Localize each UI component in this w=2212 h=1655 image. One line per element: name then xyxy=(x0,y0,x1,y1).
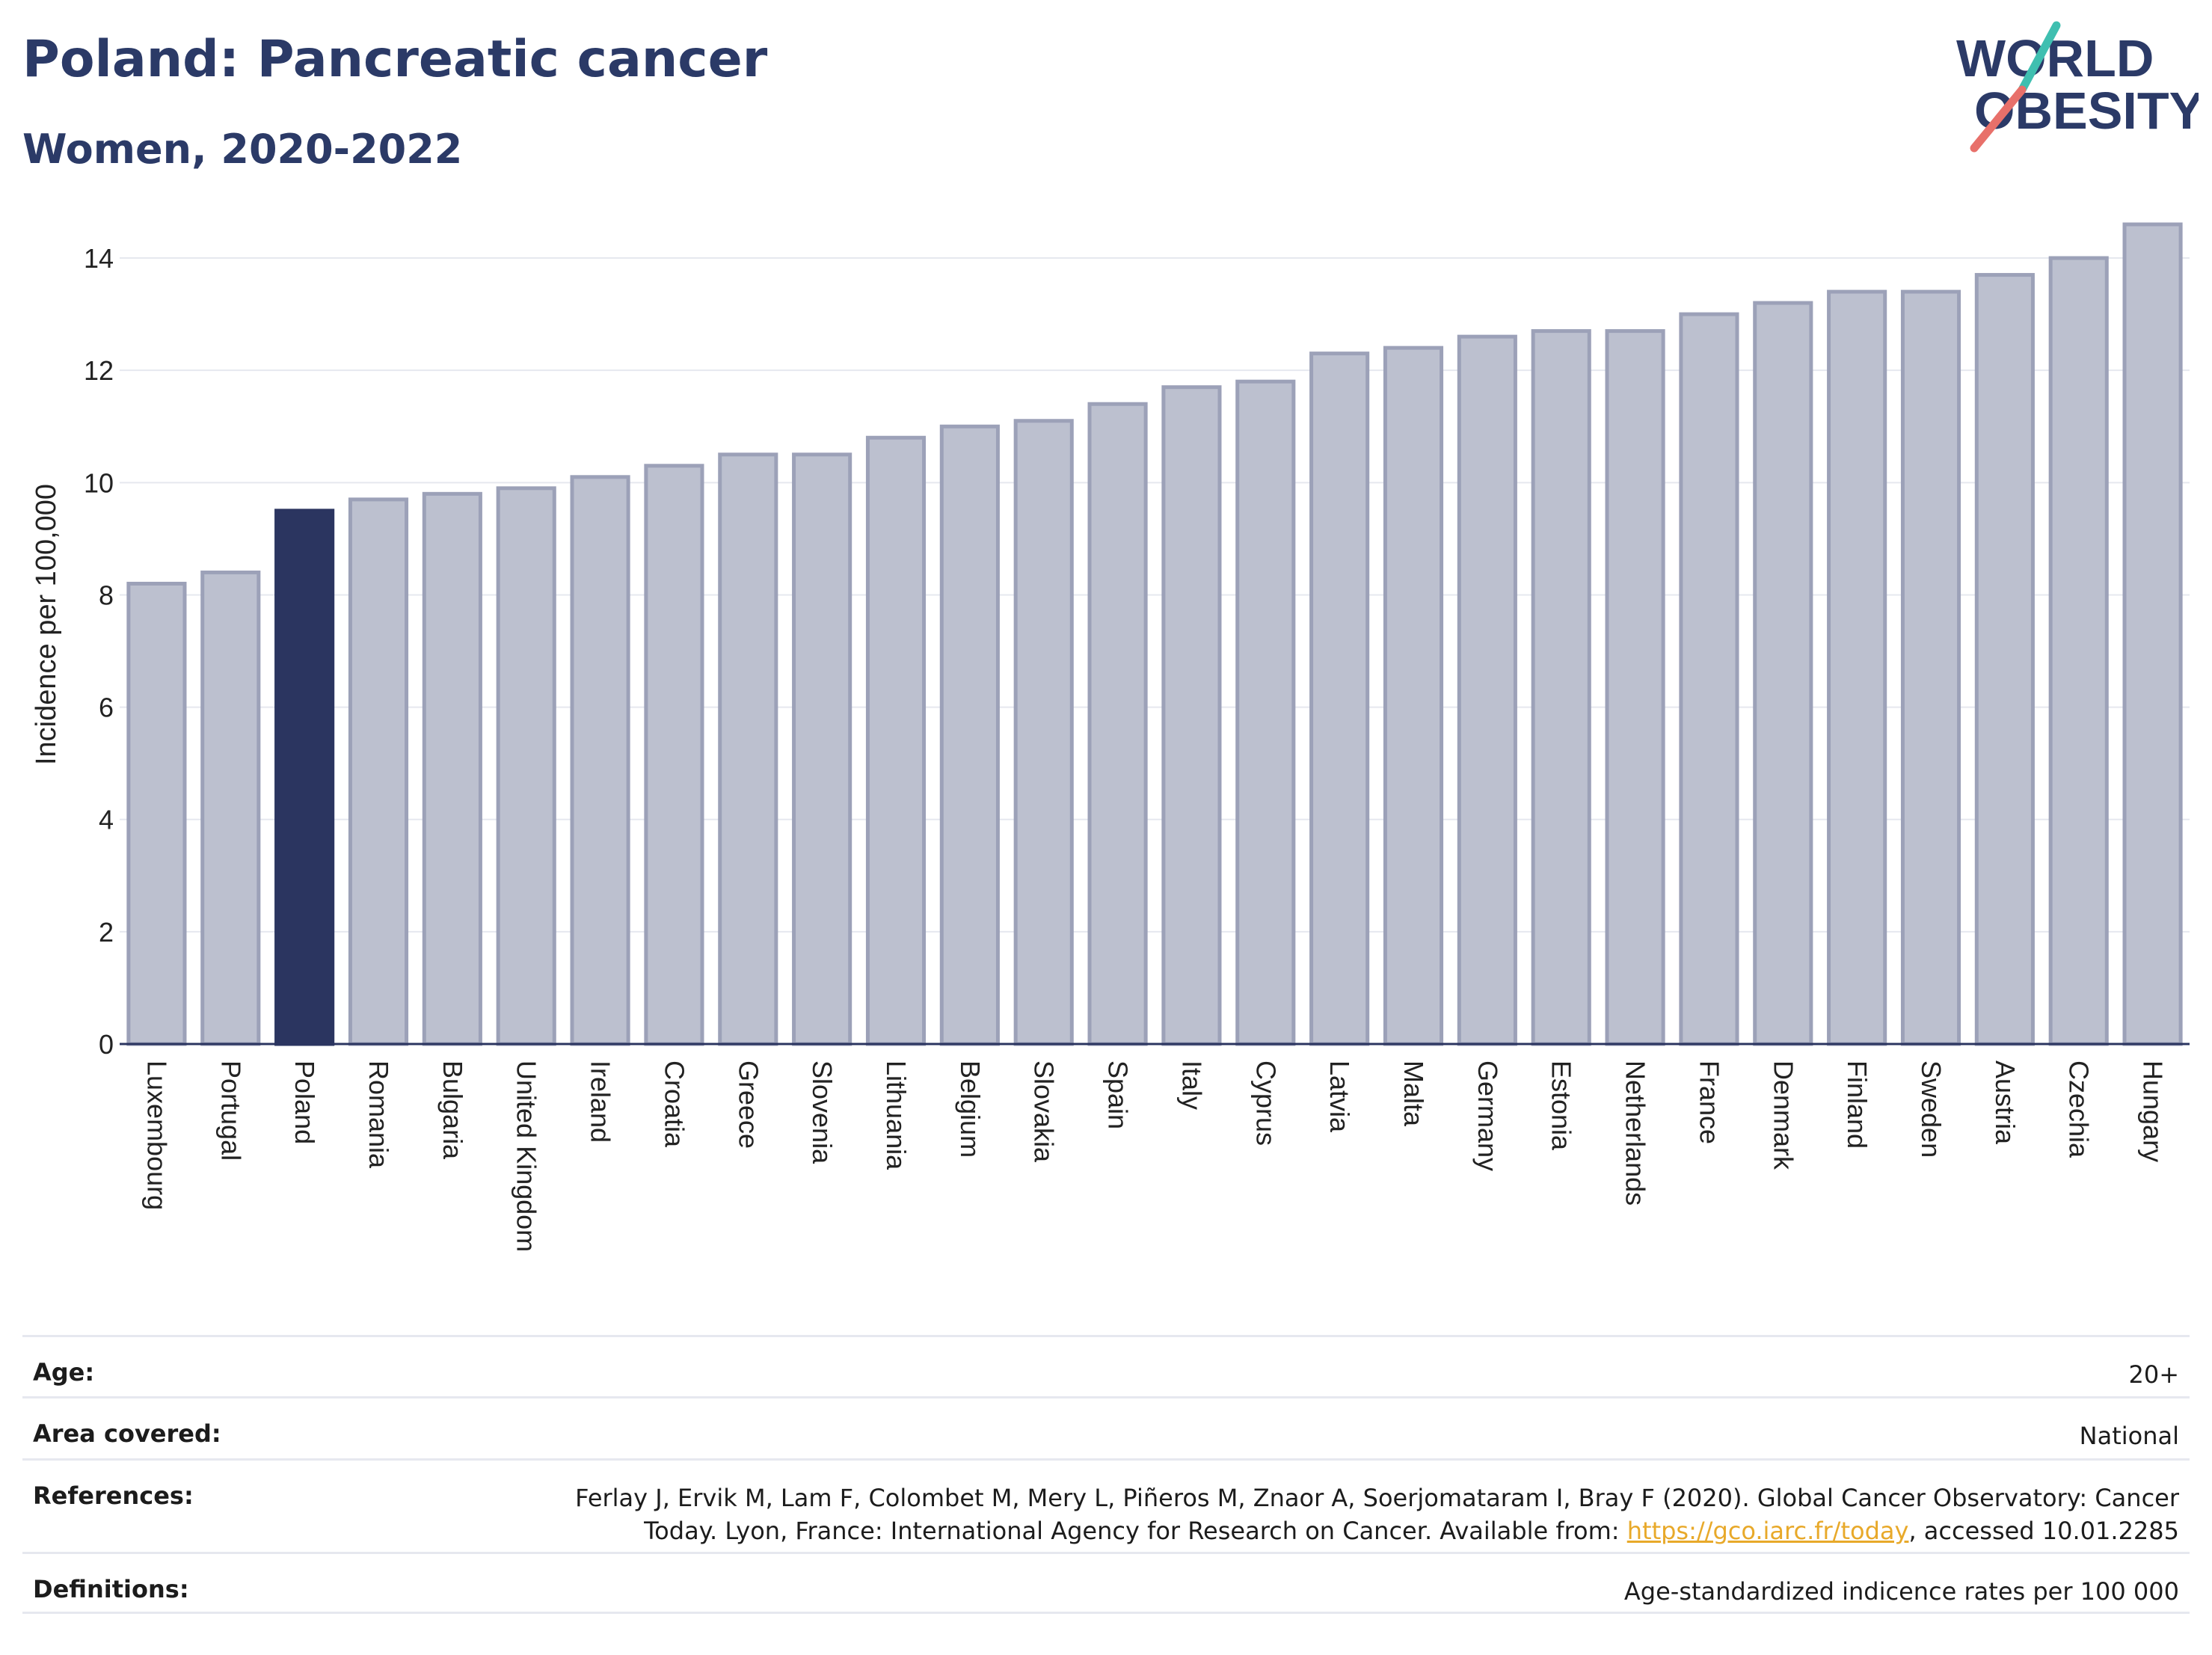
meta-age-value: 20+ xyxy=(2128,1360,2179,1389)
bar-belgium xyxy=(939,424,1000,1046)
meta-row-definitions: Definitions: Age-standardized indicence … xyxy=(22,1552,2190,1614)
x-axis-labels: Luxembourg Portugal Poland Romania Bulgaria U… xyxy=(141,1060,2168,1252)
meta-references-value: Ferlay J, Ervik M, Lam F, Colombet M, Me… xyxy=(575,1481,2179,1547)
meta-area-value: National xyxy=(2079,1422,2179,1450)
references-text-line3: , accessed 10.01.2285 xyxy=(1908,1517,2179,1545)
bar-bulgaria xyxy=(422,491,482,1046)
x-tick-label: Bulgaria xyxy=(437,1060,468,1160)
x-tick-label: United Kingdom xyxy=(511,1060,542,1252)
x-tick-label: Finland xyxy=(1842,1060,1872,1149)
x-tick-label: Sweden xyxy=(1916,1060,1947,1158)
world-obesity-logo: WORLD OBESITY xyxy=(1956,21,2199,153)
x-tick-label: Estonia xyxy=(1546,1060,1577,1151)
bar-spain xyxy=(1087,402,1148,1046)
y-tick-label: 10 xyxy=(84,467,114,498)
bar-portugal xyxy=(200,570,261,1046)
bar-denmark xyxy=(1753,301,1813,1046)
bar-finland xyxy=(1827,289,1887,1046)
bar-netherlands xyxy=(1605,329,1665,1046)
logo-slash-coral xyxy=(1970,85,2027,153)
x-tick-label: Austria xyxy=(1990,1060,2021,1145)
x-tick-label: Poland xyxy=(289,1060,320,1144)
bar-slovakia xyxy=(1013,419,1074,1046)
x-tick-label: Romania xyxy=(363,1060,394,1169)
x-tick-label: France xyxy=(1694,1060,1724,1144)
x-tick-label: Slovakia xyxy=(1029,1060,1060,1163)
meta-row-references: References: Ferlay J, Ervik M, Lam F, Co… xyxy=(22,1458,2190,1552)
meta-definitions-label: Definitions: xyxy=(33,1575,189,1603)
bar-czechia xyxy=(2048,256,2109,1046)
y-tick-label: 6 xyxy=(99,693,114,723)
x-tick-label: Belgium xyxy=(955,1060,986,1158)
y-tick-label: 12 xyxy=(84,355,114,386)
x-tick-label: Ireland xyxy=(586,1060,616,1143)
bar-greece xyxy=(718,452,778,1046)
references-link[interactable]: https://gco.iarc.fr/today xyxy=(1626,1517,1909,1545)
y-tick-label: 8 xyxy=(99,580,114,610)
bar-cyprus xyxy=(1235,379,1296,1046)
x-tick-label: Lithuania xyxy=(881,1060,912,1170)
chart-subtitle: Women, 2020-2022 xyxy=(22,126,463,173)
meta-definitions-value: Age-standardized indicence rates per 100… xyxy=(1623,1577,2179,1606)
logo-text-world: WORLD xyxy=(1956,29,2154,87)
bar-united-kingdom xyxy=(496,486,556,1046)
metadata-table: Age: 20+ Area covered: National Referenc… xyxy=(22,1335,2190,1614)
x-tick-label: Czechia xyxy=(2064,1060,2095,1158)
logo-text-obesity: OBESITY xyxy=(1974,82,2199,140)
y-tick-label: 14 xyxy=(84,243,114,274)
bar-latvia xyxy=(1309,351,1370,1046)
bar-estonia xyxy=(1531,329,1591,1046)
x-tick-label: Latvia xyxy=(1324,1060,1355,1133)
x-tick-label: Cyprus xyxy=(1250,1060,1281,1146)
bar-poland xyxy=(274,509,335,1046)
y-tick-label: 4 xyxy=(99,805,114,835)
bar-germany xyxy=(1457,334,1517,1046)
meta-row-area: Area covered: National xyxy=(22,1396,2190,1458)
bar-malta xyxy=(1383,346,1444,1046)
bar-ireland xyxy=(570,475,630,1046)
x-tick-label: Portugal xyxy=(215,1060,246,1161)
logo-slash-teal xyxy=(2018,21,2061,94)
bar-chart: 0 2 4 6 8 10 12 14 Luxembourg Portugal Poland Roma… xyxy=(31,222,2190,1252)
bar-lithuania xyxy=(865,435,927,1046)
bar-luxembourg xyxy=(126,581,187,1046)
meta-row-age: Age: 20+ xyxy=(22,1335,2190,1396)
bars xyxy=(126,222,2183,1046)
bar-croatia xyxy=(644,464,704,1046)
meta-references-label: References: xyxy=(33,1481,194,1510)
references-text-line2: Today. Lyon, France: International Agenc… xyxy=(644,1517,1627,1545)
x-tick-label: Denmark xyxy=(1768,1060,1798,1170)
references-text-line1: Ferlay J, Ervik M, Lam F, Colombet M, Me… xyxy=(575,1484,2179,1512)
bar-italy xyxy=(1161,385,1222,1046)
x-tick-label: Luxembourg xyxy=(141,1060,172,1210)
x-tick-label: Spain xyxy=(1103,1060,1134,1129)
y-axis-title: Incidence per 100,000 xyxy=(31,484,62,765)
bar-hungary xyxy=(2122,222,2183,1046)
bar-france xyxy=(1679,312,1739,1046)
x-tick-label: Slovenia xyxy=(807,1060,838,1164)
bar-romania xyxy=(348,497,409,1046)
meta-age-label: Age: xyxy=(33,1358,95,1387)
x-tick-label: Greece xyxy=(733,1060,764,1149)
y-tick-label: 2 xyxy=(99,917,114,948)
x-tick-label: Croatia xyxy=(659,1060,689,1148)
x-tick-label: Netherlands xyxy=(1620,1060,1651,1206)
x-tick-label: Hungary xyxy=(2138,1060,2169,1162)
bar-slovenia xyxy=(792,452,852,1046)
bar-sweden xyxy=(1900,289,1961,1046)
meta-area-label: Area covered: xyxy=(33,1419,221,1448)
x-tick-label: Germany xyxy=(1472,1060,1503,1171)
y-tick-label: 0 xyxy=(99,1029,114,1060)
x-tick-label: Malta xyxy=(1398,1060,1429,1127)
x-tick-label: Italy xyxy=(1176,1060,1207,1110)
chart-title: Poland: Pancreatic cancer xyxy=(22,30,768,89)
y-axis-ticks: 0 2 4 6 8 10 12 14 xyxy=(84,243,114,1060)
bar-austria xyxy=(1974,273,2035,1046)
